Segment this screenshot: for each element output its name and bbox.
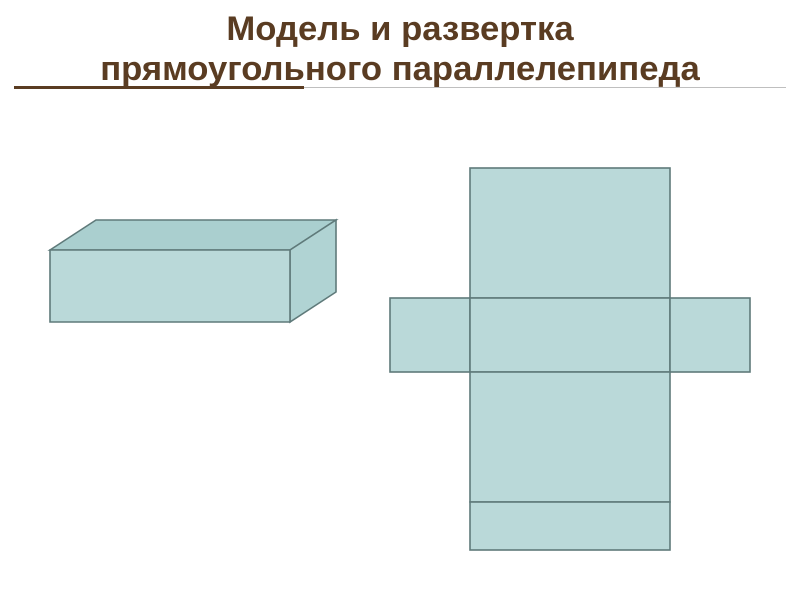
- diagram-svg: [0, 150, 800, 600]
- net-face-side-right: [670, 298, 750, 372]
- net-face-side-left: [390, 298, 470, 372]
- net-face-front: [470, 372, 670, 502]
- prism-front-face: [50, 250, 290, 322]
- net-face-top-back: [470, 168, 670, 298]
- slide: Модель и развертка прямоугольного паралл…: [0, 0, 800, 600]
- slide-title: Модель и развертка прямоугольного паралл…: [0, 10, 800, 90]
- title-line-2: прямоугольного параллелепипеда: [100, 50, 700, 88]
- prism-top-face: [50, 220, 336, 250]
- net-face-bottom: [470, 502, 670, 550]
- title-rule-thick: [14, 86, 304, 89]
- diagram-area: [0, 150, 800, 600]
- net-face-top: [470, 298, 670, 372]
- title-line-1: Модель и развертка: [226, 10, 573, 48]
- title-rule-thin: [304, 87, 786, 88]
